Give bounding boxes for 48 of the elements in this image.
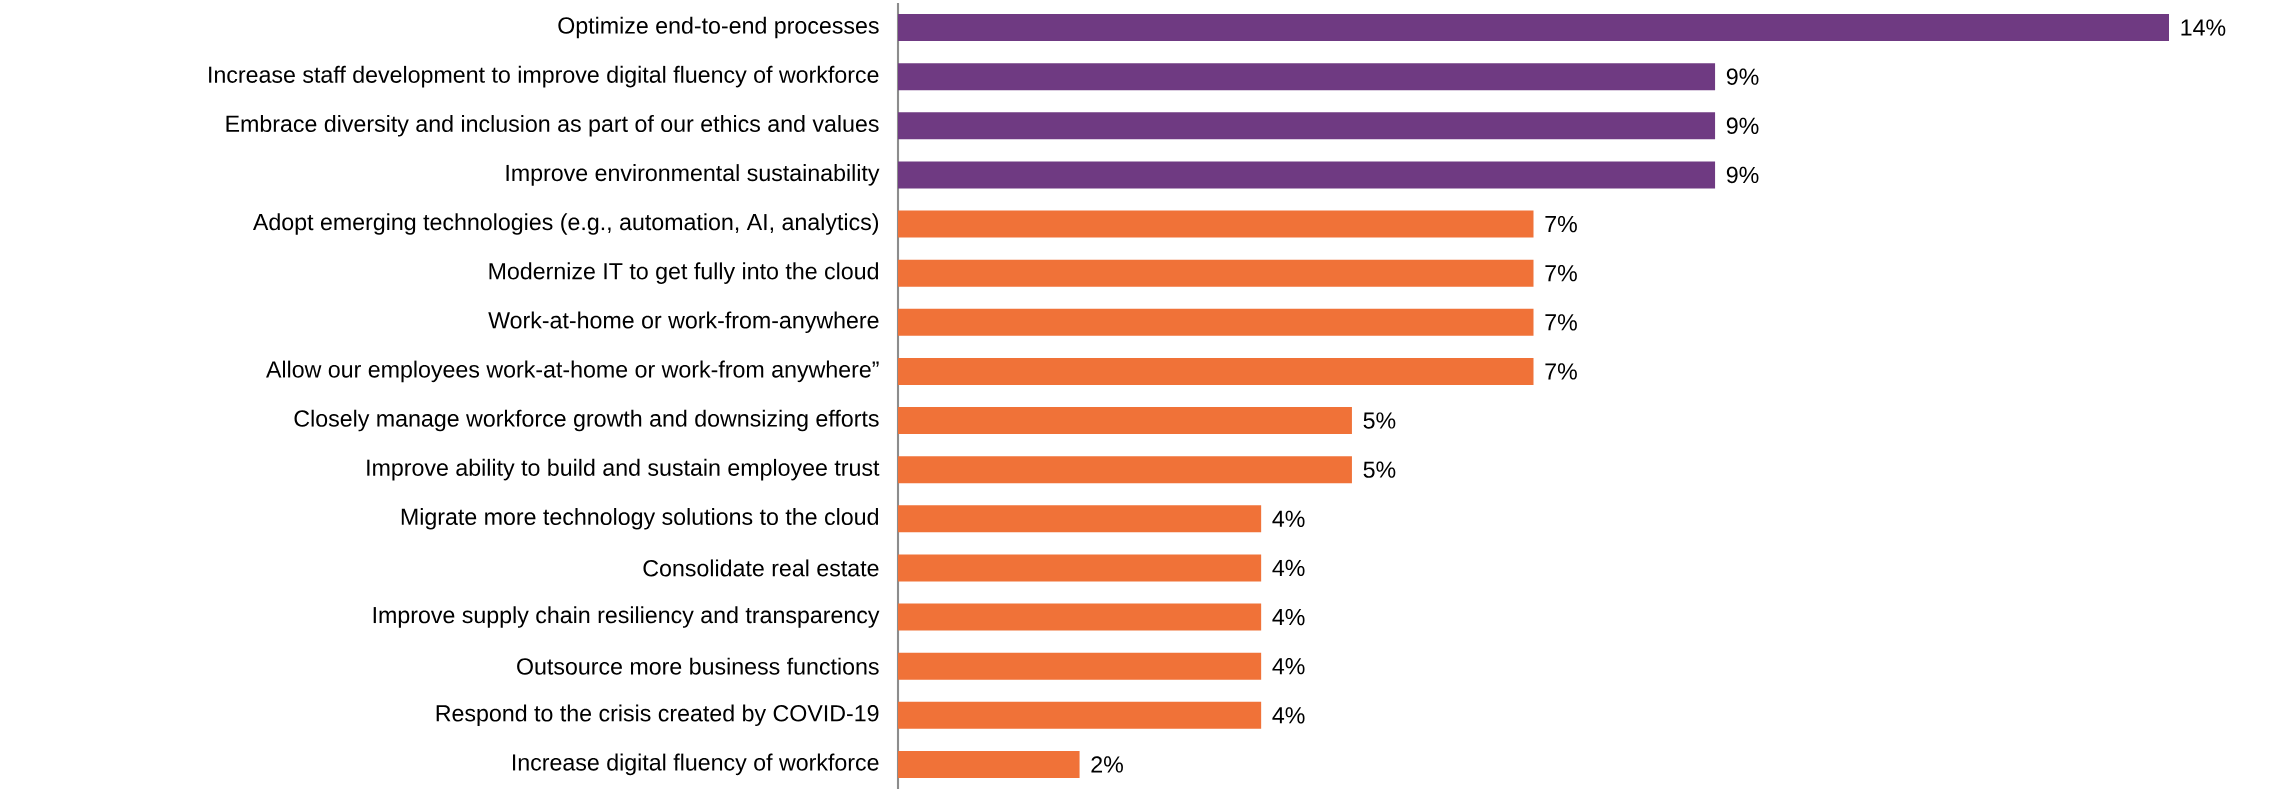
y-tick-label: Improve environmental sustainability [506, 164, 880, 186]
data-label: 9% [1726, 166, 1759, 184]
bar [898, 63, 1716, 91]
bar [898, 112, 1716, 140]
data-label: 4% [1272, 658, 1305, 675]
bar [898, 701, 1262, 729]
data-label: 7% [1545, 314, 1577, 331]
y-tick-label: Modernize IT to get fully into the cloud [489, 262, 879, 284]
data-label: 5% [1363, 461, 1396, 478]
data-label: 4% [1272, 707, 1305, 724]
bar [898, 603, 1262, 631]
bar [898, 750, 1080, 778]
y-tick-label: Respond to the crisis created by COVID-19 [436, 704, 879, 727]
bar [898, 652, 1262, 680]
data-label: 4% [1272, 608, 1305, 626]
y-tick-label: Migrate more technology solutions to the cloud [401, 507, 878, 530]
y-tick-label: Closely manage workforce growth and downsizing efforts [294, 409, 879, 432]
y-tick-label: Allow our employees work-at-home or work-from anywhere” [266, 360, 879, 383]
bar [898, 357, 1534, 385]
data-label: 7% [1545, 215, 1577, 233]
y-tick-label: Consolidate real estate [643, 559, 879, 577]
data-label: 5% [1363, 412, 1396, 429]
y-tick-label: Outsource more business functions [517, 657, 879, 675]
y-tick-label: Work-at-home or work-from-anywhere [488, 311, 879, 334]
y-tick-label: Increase staff development to improve digital fluency of workforce [209, 65, 879, 88]
bar [898, 505, 1262, 533]
data-label: 9% [1726, 117, 1759, 135]
data-label: 4% [1272, 510, 1305, 527]
bar [898, 554, 1262, 582]
y-tick-label: Optimize end-to-end processes [558, 16, 879, 39]
data-label: 9% [1726, 68, 1759, 85]
data-label: 4% [1272, 559, 1305, 577]
y-tick-label: Improve supply chain resiliency and transparency [373, 606, 880, 628]
data-label: 2% [1091, 756, 1123, 773]
bar [898, 259, 1534, 287]
bar [898, 161, 1716, 189]
y-tick-label: Increase digital fluency of workforce [512, 753, 879, 776]
data-label: 7% [1545, 363, 1577, 380]
y-tick-label: Improve ability to build and sustain employee trust [367, 458, 880, 481]
y-tick-label: Embrace diversity and inclusion as part of our ethics and values [226, 114, 879, 137]
bar [898, 407, 1352, 435]
data-label: 14% [2181, 19, 2226, 36]
bar [898, 14, 2169, 42]
bar [898, 456, 1352, 484]
bar [898, 210, 1534, 238]
data-label: 7% [1545, 265, 1577, 282]
bar [898, 308, 1534, 336]
y-tick-label: Adopt emerging technologies (e.g., automation, AI, analytics) [252, 213, 879, 235]
